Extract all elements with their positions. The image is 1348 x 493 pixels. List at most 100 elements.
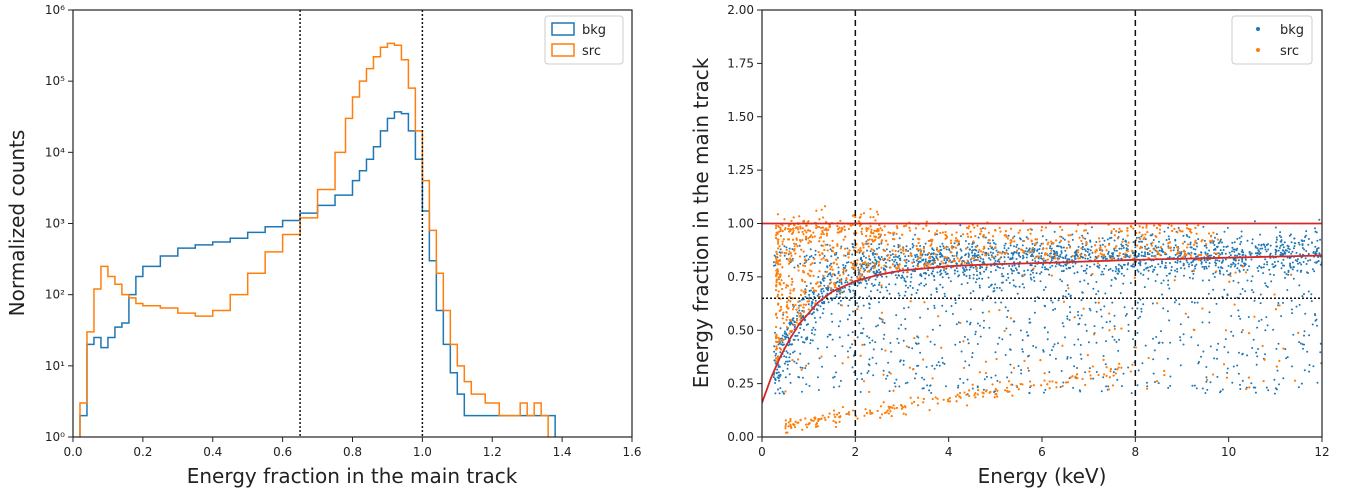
scatter-point-bkg: [907, 250, 910, 252]
scatter-point-bkg: [1201, 321, 1204, 324]
scatter-point-bkg: [953, 258, 956, 260]
scatter-point-bkg: [933, 259, 936, 262]
scatter-point-bkg: [856, 284, 859, 287]
scatter-point-bkg: [1101, 270, 1104, 273]
scatter-point-bkg: [878, 281, 881, 284]
scatter-point-bkg: [1239, 383, 1241, 386]
scatter-point-bkg: [979, 324, 981, 327]
scatter-point-bkg: [870, 267, 873, 270]
scatter-point-bkg: [1237, 372, 1240, 375]
scatter-point-bkg: [784, 337, 787, 340]
scatter-point-bkg: [862, 304, 865, 307]
scatter-point-bkg: [803, 328, 805, 331]
scatter-point-bkg: [798, 331, 800, 334]
scatter-point-bkg: [839, 320, 842, 323]
scatter-point-bkg: [961, 266, 964, 269]
scatter-point-bkg: [957, 242, 960, 245]
scatter-point-bkg: [783, 355, 786, 358]
scatter-point-bkg: [1140, 235, 1143, 238]
scatter-point-bkg: [898, 257, 901, 260]
scatter-point-bkg: [1305, 263, 1308, 265]
scatter-point-bkg: [810, 332, 813, 335]
scatter-point-bkg: [1241, 257, 1244, 260]
scatter-point-bkg: [1012, 320, 1015, 323]
scatter-point-bkg: [1150, 255, 1153, 257]
scatter-point-bkg: [1276, 369, 1279, 372]
scatter-point-bkg: [1286, 244, 1289, 247]
scatter-point-bkg: [930, 392, 933, 394]
scatter-point-bkg: [941, 286, 944, 289]
scatter-point-bkg: [931, 272, 933, 275]
scatter-point-bkg: [1164, 264, 1167, 267]
scatter-point-bkg: [913, 261, 916, 264]
scatter-point-bkg: [1006, 316, 1009, 318]
scatter-point-bkg: [1236, 254, 1239, 257]
scatter-point-bkg: [1185, 234, 1188, 236]
scatter-point-bkg: [1162, 307, 1165, 310]
scatter-point-bkg: [1064, 295, 1067, 298]
scatter-point-bkg: [1274, 253, 1277, 256]
scatter-point-bkg: [812, 311, 815, 314]
scatter-point-bkg: [1079, 344, 1082, 346]
scatter-point-bkg: [919, 245, 922, 247]
scatter-point-bkg: [866, 249, 868, 252]
scatter-point-bkg: [964, 360, 967, 363]
scatter-point-bkg: [1289, 262, 1291, 265]
scatter-point-bkg: [1275, 241, 1278, 244]
scatter-point-bkg: [1117, 268, 1120, 270]
scatter-point-bkg: [1137, 317, 1140, 320]
scatter-point-bkg: [903, 277, 906, 280]
scatter-point-bkg: [1157, 382, 1160, 385]
scatter-point-bkg: [1265, 244, 1268, 246]
scatter-point-bkg: [1236, 364, 1239, 367]
scatter-point-bkg: [975, 249, 978, 252]
scatter-point-bkg: [1205, 376, 1208, 379]
scatter-point-bkg: [1214, 247, 1217, 250]
scatter-point-bkg: [788, 247, 791, 250]
scatter-point-bkg: [914, 233, 916, 236]
scatter-point-bkg: [865, 266, 868, 269]
scatter-point-bkg: [1292, 333, 1295, 336]
scatter-point-bkg: [975, 270, 978, 273]
scatter-point-bkg: [1107, 385, 1110, 388]
scatter-point-bkg: [1072, 265, 1075, 268]
scatter-point-bkg: [902, 363, 905, 366]
scatter-point-bkg: [950, 305, 953, 307]
scatter-point-bkg: [1278, 234, 1281, 237]
scatter-point-bkg: [809, 342, 812, 345]
scatter-point-bkg: [1212, 248, 1215, 251]
scatter-point-bkg: [939, 273, 942, 276]
scatter-point-bkg: [1272, 274, 1275, 276]
scatter-point-bkg: [856, 302, 859, 305]
scatter-point-bkg: [906, 267, 909, 270]
scatter-point-bkg: [971, 387, 974, 390]
scatter-point-bkg: [1205, 366, 1208, 368]
left-legend-swatch-src: [551, 43, 575, 57]
scatter-point-bkg: [1089, 239, 1092, 242]
scatter-point-bkg: [1244, 258, 1247, 261]
scatter-point-bkg: [1029, 277, 1032, 279]
scatter-point-bkg: [1104, 363, 1107, 366]
scatter-point-bkg: [1264, 329, 1267, 332]
left-x-tick-label: 1.6: [622, 445, 641, 459]
scatter-point-bkg: [839, 379, 842, 382]
scatter-point-bkg: [867, 370, 870, 372]
scatter-point-bkg: [860, 332, 862, 335]
scatter-point-bkg: [1183, 240, 1186, 243]
scatter-point-bkg: [1179, 336, 1181, 339]
scatter-point-bkg: [1032, 251, 1035, 254]
scatter-point-bkg: [1098, 264, 1101, 267]
scatter-point-bkg: [869, 290, 872, 293]
scatter-point-bkg: [808, 256, 811, 258]
scatter-point-bkg: [985, 268, 987, 271]
scatter-point-bkg: [1262, 272, 1265, 275]
scatter-point-bkg: [1296, 258, 1299, 261]
scatter-point-bkg: [1085, 329, 1088, 332]
scatter-point-bkg: [1218, 241, 1221, 244]
scatter-point-bkg: [1020, 372, 1023, 375]
scatter-point-bkg: [1132, 338, 1134, 341]
scatter-point-bkg: [1058, 255, 1060, 258]
scatter-point-bkg: [1077, 338, 1080, 341]
scatter-point-bkg: [1300, 263, 1303, 266]
scatter-point-bkg: [852, 289, 855, 292]
